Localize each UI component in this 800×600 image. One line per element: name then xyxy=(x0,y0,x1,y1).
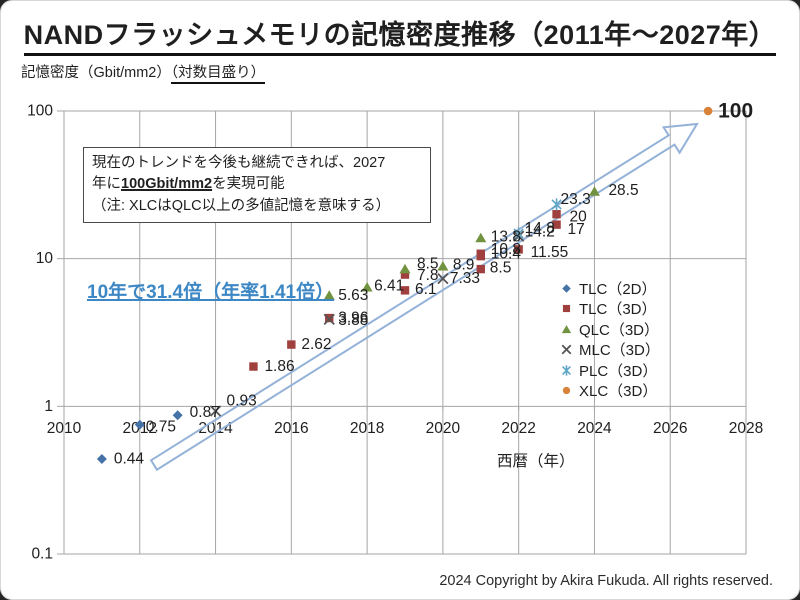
x-tick-label: 2010 xyxy=(47,420,82,437)
data-label: 17 xyxy=(568,221,585,238)
data-label: 1.86 xyxy=(264,358,294,375)
annotation-line-1: 現在のトレンドを今後も継続できれば、2027 xyxy=(92,155,386,171)
triangle-marker-icon xyxy=(561,324,572,333)
page-title-text: NANDフラッシュメモリの記憶密度推移（2011年～2027年） xyxy=(23,20,777,56)
data-label: 14.8 xyxy=(525,220,555,237)
series-5 xyxy=(703,106,713,116)
x-tick-label: 2016 xyxy=(274,420,308,437)
series-1 xyxy=(249,210,561,371)
trend-note: 10年で31.4倍（年率1.41倍） xyxy=(87,282,335,303)
legend-item-1: TLC（3D） xyxy=(559,299,660,320)
data-label: 10.8 xyxy=(491,241,521,258)
data-label: 100 xyxy=(718,100,753,123)
legend-label: QLC（3D） xyxy=(579,321,660,339)
annotation-line-2: 年に100Gbit/mm2を実現可能 xyxy=(92,176,285,193)
data-label: 28.5 xyxy=(608,182,638,199)
data-label: 3.88 xyxy=(338,312,368,329)
x-tick-label: 2026 xyxy=(653,420,687,437)
legend-item-0: TLC（2D） xyxy=(559,278,660,299)
copyright: 2024 Copyright by Akira Fukuda. All righ… xyxy=(439,573,773,589)
data-label: 2.62 xyxy=(301,336,331,353)
data-label: 0.44 xyxy=(114,450,145,467)
star-marker-icon xyxy=(562,365,571,376)
legend-item-5: XLC（3D） xyxy=(559,381,660,402)
data-label: 8.5 xyxy=(417,256,439,273)
data-label: 0.87 xyxy=(190,404,220,421)
data-label: 6.41 xyxy=(374,278,404,295)
data-label: 20 xyxy=(570,209,588,226)
annotation-highlight: 100Gbit/mm2 xyxy=(121,176,213,193)
legend-label: XLC（3D） xyxy=(579,383,658,401)
legend-item-4: PLC（3D） xyxy=(559,360,660,381)
data-label: 0.93 xyxy=(227,392,257,409)
y-tick-label: 100 xyxy=(27,103,53,120)
series-2 xyxy=(323,186,600,300)
square-marker-icon xyxy=(562,305,571,313)
x-tick-label: 2024 xyxy=(577,420,612,437)
data-label: 23.3 xyxy=(561,191,591,208)
data-label: 6.1 xyxy=(415,281,437,298)
series-0 xyxy=(96,410,183,464)
data-label: 0.75 xyxy=(146,418,176,435)
x-marker-icon xyxy=(561,344,572,355)
x-tick-label: 2022 xyxy=(501,420,535,437)
data-label: 8.5 xyxy=(490,260,512,277)
y-axis-unit-label: 記憶密度（Gbit/mm2）（対数目盛り） xyxy=(21,61,266,84)
x-tick-label: 2028 xyxy=(729,420,763,437)
data-label: 8.9 xyxy=(453,257,475,274)
legend-label: TLC（3D） xyxy=(579,301,657,319)
series-4 xyxy=(513,198,562,240)
legend: TLC（2D） TLC（3D） QLC（3D） MLC（3D） PLC（3D） XLC（3… xyxy=(559,278,660,401)
data-label: 10.4 xyxy=(491,246,522,263)
annotation-line-3: （注: XLCはQLC以上の多値記憶を意味する） xyxy=(92,197,391,214)
page-title: NANDフラッシュメモリの記憶密度推移（2011年～2027年） xyxy=(1,13,799,56)
y-tick-label: 0.1 xyxy=(31,546,53,563)
y-tick-label: 1 xyxy=(44,398,53,415)
y-axis-unit-text: 記憶密度（Gbit/mm2） xyxy=(21,65,171,81)
data-label: 5.63 xyxy=(338,287,368,304)
diamond-marker-icon xyxy=(562,284,571,293)
circle-marker-icon xyxy=(562,387,571,395)
legend-label: PLC（3D） xyxy=(579,362,658,380)
data-label: 7.8 xyxy=(417,267,439,284)
y-tick-label: 10 xyxy=(36,250,54,267)
legend-label: MLC（3D） xyxy=(579,342,660,360)
legend-item-2: QLC（3D） xyxy=(559,319,660,340)
x-tick-label: 2018 xyxy=(350,420,384,437)
legend-item-3: MLC（3D） xyxy=(559,340,660,361)
data-label: 13.8 xyxy=(491,229,521,246)
data-label: 14.2 xyxy=(525,224,555,241)
y-axis-scale-note: （対数目盛り） xyxy=(170,65,266,84)
x-axis-title: 西暦（年） xyxy=(497,453,575,470)
trend-arrow xyxy=(149,122,699,472)
data-label: 11.55 xyxy=(531,244,569,261)
x-tick-label: 2020 xyxy=(426,420,461,437)
data-label: 7.33 xyxy=(450,270,480,287)
data-label: 3.96 xyxy=(338,310,368,327)
annotation-box: 現在のトレンドを今後も継続できれば、2027 年に100Gbit/mm2を実現可… xyxy=(83,147,431,224)
series-3 xyxy=(209,230,525,417)
legend-label: TLC（2D） xyxy=(579,280,657,298)
